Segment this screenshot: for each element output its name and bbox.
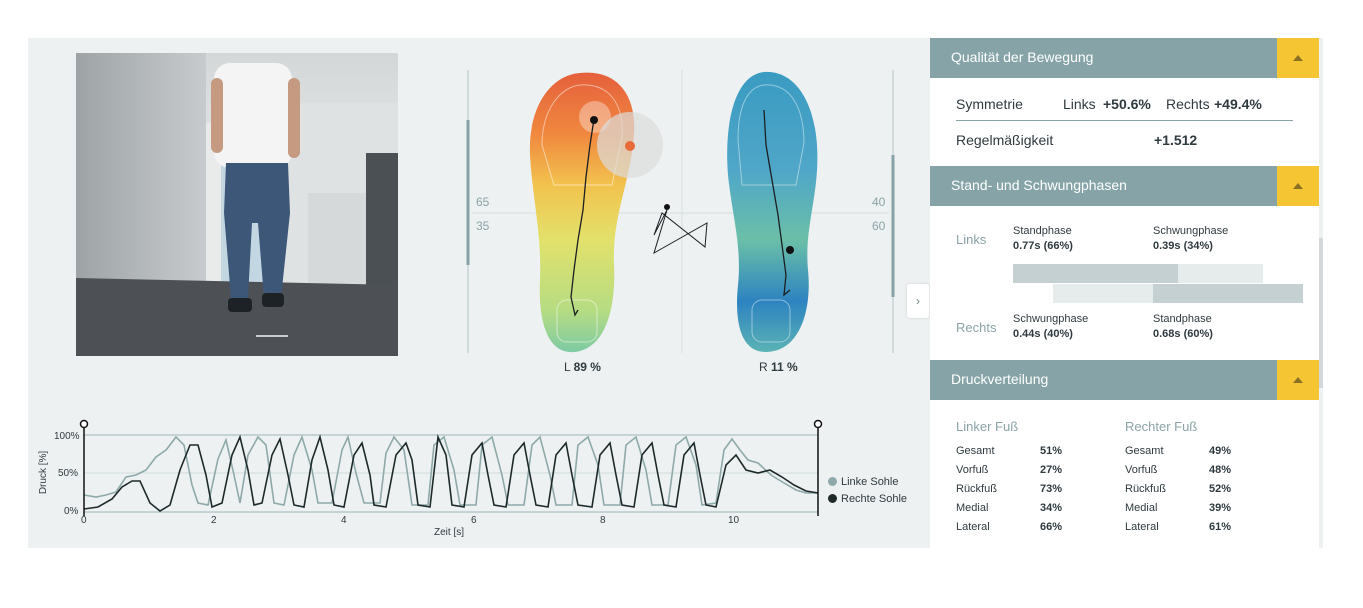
phases-section-header[interactable]: Stand- und Schwungphasen <box>930 166 1319 206</box>
right-pressure-value: 49% <box>1209 445 1232 457</box>
y-tick-100: 100% <box>54 431 80 442</box>
chevron-up-icon <box>1293 55 1303 61</box>
right-foot-title: Rechter Fuß <box>1125 419 1198 434</box>
phases-toggle-button[interactable] <box>1277 166 1319 206</box>
symmetry-right-label: Rechts <box>1166 96 1210 112</box>
legend-left-dot-icon <box>828 477 837 486</box>
quality-section-header[interactable]: Qualität der Bewegung <box>930 38 1319 78</box>
right-foot-share: R 11 % <box>759 360 798 374</box>
right-swing-value: 0.44s (40%) <box>1013 328 1073 340</box>
video-frame[interactable] <box>76 53 398 356</box>
left-stance-label: Standphase <box>1013 225 1072 237</box>
collapse-panel-button[interactable]: › <box>907 284 929 318</box>
pressure-heatmap: 65 35 40 60 <box>462 65 902 365</box>
left-foot-title: Linker Fuß <box>956 419 1019 434</box>
phases-right-label: Rechts <box>956 320 997 335</box>
left-pressure-value: 73% <box>1040 483 1063 495</box>
left-foot-share: L 89 % <box>564 360 601 374</box>
right-foot-heatmap <box>727 71 818 353</box>
right-pressure-value: 52% <box>1209 483 1232 495</box>
x-axis-label: Zeit [s] <box>434 527 465 538</box>
x-tick-10: 10 <box>728 515 740 526</box>
pressure-time-graph[interactable]: 100% 50% 0% Druck [%] 0 2 4 6 8 10 Zeit … <box>36 415 916 547</box>
right-stance-bar <box>1153 284 1303 303</box>
left-top-ratio: 65 <box>476 195 490 209</box>
chevron-up-icon <box>1293 183 1303 189</box>
chevron-up-icon <box>1293 377 1303 383</box>
right-top-ratio: 40 <box>872 195 886 209</box>
legend-right-dot-icon <box>828 494 837 503</box>
quality-section-title: Qualität der Bewegung <box>951 49 1094 65</box>
left-swing-bar <box>1178 264 1263 283</box>
legend-left-sole[interactable]: Linke Sohle <box>828 473 907 490</box>
right-pressure-label: Gesamt <box>1125 445 1164 457</box>
legend-right-sole[interactable]: Rechte Sohle <box>828 490 907 507</box>
metrics-panel: Qualität der Bewegung Symmetrie Links +5… <box>930 38 1319 548</box>
graph-legend: Linke Sohle Rechte Sohle <box>828 473 907 507</box>
right-pressure-value: 61% <box>1209 521 1232 533</box>
regularity-label: Regelmäßigkeit <box>956 132 1054 148</box>
symmetry-left-label: Links <box>1063 96 1096 112</box>
right-stance-value: 0.68s (60%) <box>1153 328 1213 340</box>
left-pressure-label: Lateral <box>956 521 990 533</box>
left-pressure-label: Medial <box>956 502 989 514</box>
x-tick-8: 8 <box>600 515 606 526</box>
left-swing-label: Schwungphase <box>1153 225 1229 237</box>
right-sole-series <box>83 433 819 512</box>
y-tick-50: 50% <box>58 468 79 479</box>
y-tick-0: 0% <box>64 506 79 517</box>
right-pressure-label: Rückfuß <box>1125 483 1166 495</box>
pressure-toggle-button[interactable] <box>1277 360 1319 400</box>
symmetry-left-value: +50.6% <box>1103 96 1151 112</box>
chevron-right-icon: › <box>916 294 920 308</box>
right-stance-label: Standphase <box>1153 313 1212 325</box>
right-pressure-label: Vorfuß <box>1125 464 1158 476</box>
x-tick-0: 0 <box>81 515 87 526</box>
phases-left-label: Links <box>956 232 987 247</box>
right-pressure-value: 48% <box>1209 464 1232 476</box>
panel-scrollbar[interactable] <box>1319 38 1323 548</box>
left-stance-bar <box>1013 264 1178 283</box>
left-swing-value: 0.39s (34%) <box>1153 240 1213 252</box>
right-pressure-label: Medial <box>1125 502 1158 514</box>
x-tick-6: 6 <box>471 515 477 526</box>
right-bottom-ratio: 60 <box>872 219 886 233</box>
range-start-handle <box>79 419 89 429</box>
divider <box>956 120 1293 121</box>
pressure-section-header[interactable]: Druckverteilung <box>930 360 1319 400</box>
range-end-handle <box>813 419 823 429</box>
left-pressure-value: 34% <box>1040 502 1063 514</box>
x-tick-2: 2 <box>211 515 217 526</box>
phases-section-title: Stand- und Schwungphasen <box>951 177 1127 193</box>
symmetry-right-value: +49.4% <box>1214 96 1262 112</box>
scrollbar-thumb[interactable] <box>1319 238 1323 388</box>
y-axis-label: Druck [%] <box>38 450 50 495</box>
walking-person-video <box>76 53 398 356</box>
right-pressure-value: 39% <box>1209 502 1232 514</box>
left-pressure-label: Rückfuß <box>956 483 997 495</box>
left-pressure-value: 27% <box>1040 464 1063 476</box>
left-stance-value: 0.77s (66%) <box>1013 240 1073 252</box>
pressure-section-title: Druckverteilung <box>951 371 1049 387</box>
left-pressure-value: 66% <box>1040 521 1063 533</box>
quality-toggle-button[interactable] <box>1277 38 1319 78</box>
left-pressure-value: 51% <box>1040 445 1063 457</box>
right-pressure-label: Lateral <box>1125 521 1159 533</box>
right-swing-bar <box>1053 284 1153 303</box>
regularity-value: +1.512 <box>1154 132 1198 148</box>
left-bottom-ratio: 35 <box>476 219 490 233</box>
symmetry-label: Symmetrie <box>956 96 1023 112</box>
left-pressure-label: Vorfuß <box>956 464 989 476</box>
left-pressure-label: Gesamt <box>956 445 995 457</box>
x-tick-4: 4 <box>341 515 347 526</box>
right-swing-label: Schwungphase <box>1013 313 1089 325</box>
